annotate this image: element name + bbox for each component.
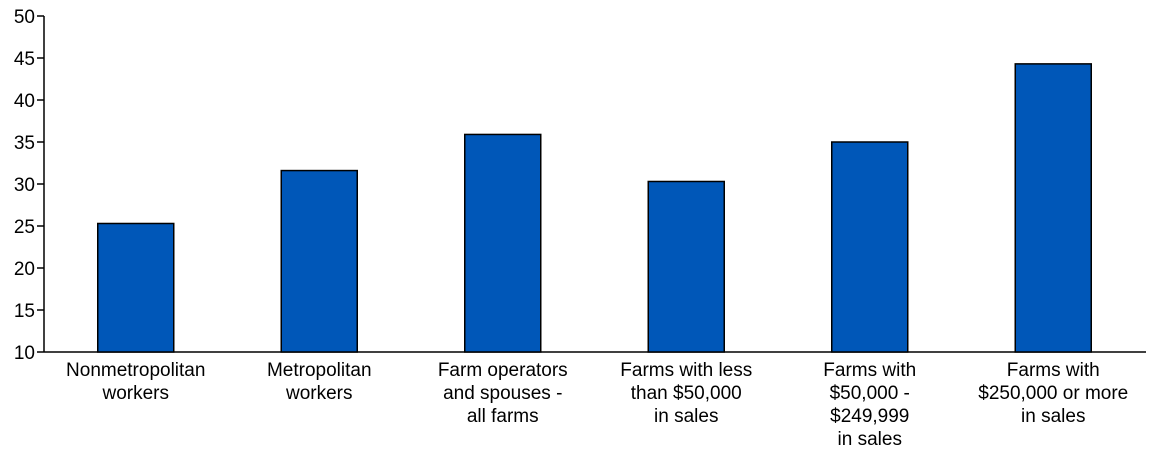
y-tick-label: 25 bbox=[14, 217, 35, 238]
y-tick-label: 40 bbox=[14, 91, 35, 112]
y-tick-label: 20 bbox=[14, 259, 35, 280]
y-tick-label: 30 bbox=[14, 175, 35, 196]
bar bbox=[97, 222, 175, 353]
x-tick-labels: Nonmetropolitan workers Metropolitan worker… bbox=[66, 360, 1128, 450]
x-tick-label: Nonmetropolitan workers bbox=[66, 360, 205, 404]
bar bbox=[647, 180, 725, 353]
x-tick-label: Farm operators and spouses -all farms bbox=[438, 360, 568, 427]
bar bbox=[464, 133, 542, 353]
y-tick-label: 50 bbox=[14, 7, 35, 28]
x-tick-label: Farms with less than $50,000 in sales bbox=[620, 360, 752, 427]
x-tick-label: Metropolitan workers bbox=[267, 360, 372, 404]
y-tick-label: 10 bbox=[14, 343, 35, 364]
bar bbox=[280, 169, 358, 353]
y-tick-label: 15 bbox=[14, 301, 35, 322]
y-axis: 10 15 20 25 30 35 40 45 50 bbox=[14, 7, 45, 364]
bar bbox=[831, 141, 909, 353]
x-tick-label: Farms with $250,000 or more in sales bbox=[978, 360, 1128, 427]
y-tick-label: 45 bbox=[14, 49, 35, 70]
x-tick-label: Farms with $50,000 -$249,999 in sales bbox=[823, 360, 916, 450]
bar bbox=[1014, 63, 1092, 353]
y-tick-label: 35 bbox=[14, 133, 35, 154]
bars bbox=[97, 63, 1092, 353]
